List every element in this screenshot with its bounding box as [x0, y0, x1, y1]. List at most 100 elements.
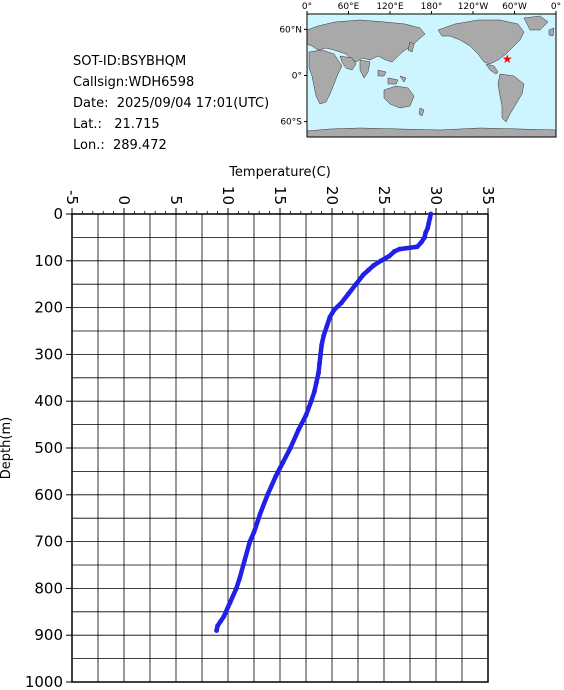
float-info-panel: SOT-ID:BSYBHQM Callsign:WDH6598 Date: 20…	[73, 51, 269, 156]
temperature-profile-line	[214, 211, 434, 633]
y-tick-label: 800	[34, 579, 63, 597]
temperature-data-point	[371, 263, 376, 268]
temperature-data-point	[221, 614, 227, 619]
temperature-data-point	[257, 511, 263, 516]
temperature-data-point	[353, 281, 359, 287]
y-axis-ticks: 0 100 200 300 400 500 600 700 800 900 1000	[25, 205, 72, 690]
float-position-marker: ★	[502, 52, 513, 66]
x-tick-label: 25	[375, 186, 393, 205]
temperature-data-point	[247, 539, 253, 544]
y-tick-label: 500	[34, 439, 63, 457]
temperature-data-point	[227, 600, 233, 605]
map-lon-label: 60°E	[338, 2, 360, 12]
temperature-data-point	[386, 253, 392, 259]
temperature-data-point	[321, 333, 327, 339]
temperature-data-point	[427, 216, 433, 222]
temperature-data-point	[242, 557, 248, 563]
y-tick-label: 600	[34, 486, 63, 504]
map-lon-label: 180°	[421, 2, 443, 12]
x-tick-label: 30	[427, 186, 445, 205]
central-america-landmass	[485, 63, 499, 75]
map-lon-label: 60°W	[502, 2, 527, 12]
temperature-data-point	[414, 244, 420, 250]
temperature-data-point	[237, 576, 242, 582]
temperature-data-point	[428, 211, 434, 217]
temperature-data-point	[233, 586, 239, 591]
temperature-data-point	[327, 314, 333, 320]
temperature-data-point	[425, 225, 431, 231]
temperature-data-point	[338, 300, 344, 306]
south-asia-landmass	[339, 55, 371, 79]
temperature-data-point	[314, 380, 319, 385]
map-lat-label: 60°S	[280, 118, 302, 128]
y-tick-label: 900	[34, 626, 63, 644]
temperature-data-point	[423, 230, 428, 236]
temperature-data-point	[366, 267, 371, 273]
temperature-data-point	[426, 220, 432, 226]
y-tick-label: 0	[53, 205, 63, 223]
temperature-data-point	[280, 459, 286, 465]
uk-landmass	[548, 27, 555, 37]
x-axis-ticks: -5 0 5 10 15 20 25 30 35	[63, 186, 497, 214]
temperature-data-point	[215, 623, 221, 629]
temperature-data-point	[311, 389, 317, 395]
temperature-data-point	[317, 361, 322, 367]
eurasia-landmass	[306, 19, 426, 63]
new-zealand-landmass	[418, 107, 425, 117]
x-tick-label: 0	[115, 195, 133, 205]
y-tick-label: 700	[34, 533, 63, 551]
temperature-series	[214, 211, 434, 633]
temperature-data-point	[360, 272, 366, 278]
temperature-data-point	[316, 370, 321, 376]
temperature-data-point	[308, 398, 314, 404]
temperature-data-point	[422, 235, 427, 240]
temperature-data-point	[288, 445, 293, 451]
temperature-data-point	[319, 342, 324, 348]
y-axis-title: Depth(m)	[0, 417, 14, 479]
north-america-landmass	[437, 19, 525, 65]
longitude-label: Lon.: 289.472	[73, 138, 167, 153]
callsign-label: Callsign:WDH6598	[73, 75, 195, 90]
greenland-landmass	[523, 15, 549, 31]
map-lon-label: 120°E	[376, 2, 404, 12]
temperature-data-point	[303, 412, 309, 418]
x-axis-title: Temperature(C)	[228, 165, 331, 180]
sot-id-label: SOT-ID:BSYBHQM	[73, 54, 187, 69]
date-label: Date: 2025/09/04 17:01(UTC)	[73, 96, 270, 111]
y-tick-label: 1000	[25, 673, 63, 690]
y-tick-label: 100	[34, 252, 63, 270]
temperature-data-point	[214, 628, 219, 633]
temperature-data-point	[392, 249, 397, 254]
temperature-data-point	[419, 239, 424, 245]
map-lon-label: 0°	[302, 2, 312, 12]
map-lat-label: 60°N	[279, 25, 302, 35]
chart-grid	[71, 213, 489, 683]
southeast-asia-islands	[377, 69, 407, 85]
temperature-data-point	[346, 291, 352, 296]
temperature-data-point	[251, 529, 257, 535]
temperature-data-point	[296, 426, 302, 432]
x-tick-label: 20	[323, 186, 341, 205]
x-tick-label: 5	[167, 195, 185, 205]
latitude-label: Lat.: 21.715	[73, 117, 160, 132]
temperature-data-point	[397, 246, 402, 252]
australia-landmass	[383, 85, 415, 109]
x-tick-label: 15	[271, 186, 289, 205]
temperature-data-point	[318, 352, 323, 357]
south-america-landmass	[497, 73, 525, 123]
map-lat-label: 0°	[292, 72, 302, 82]
y-tick-label: 400	[34, 392, 63, 410]
temperature-data-point	[324, 323, 330, 329]
temperature-data-point	[265, 492, 270, 498]
map-land	[306, 15, 557, 138]
temperature-data-point	[273, 473, 279, 479]
map-lon-label: 120°W	[458, 2, 489, 12]
map-latitude-labels: 60°N 0° 60°S	[279, 25, 307, 128]
x-tick-label: -5	[63, 190, 81, 205]
temperature-data-point	[331, 307, 337, 313]
africa-landmass	[308, 49, 343, 105]
temperature-data-point	[218, 618, 224, 624]
map-longitude-labels: 0° 60°E 120°E 180° 120°W 60°W 0°	[302, 2, 561, 14]
map-lon-label: 0°	[551, 2, 561, 12]
